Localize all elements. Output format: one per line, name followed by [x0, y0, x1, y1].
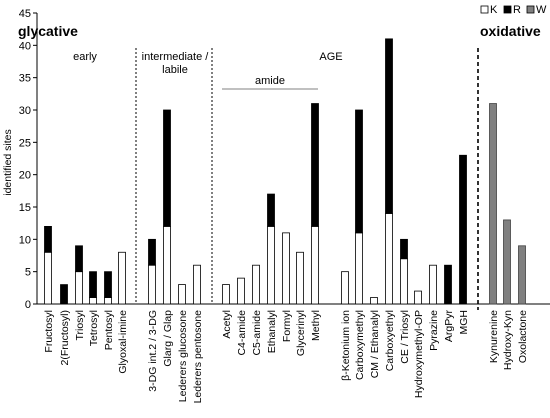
category-label: C4-amide: [236, 310, 248, 356]
category-label: Lederers pentosone: [192, 310, 204, 404]
intermediate-label-line2: labile: [162, 64, 188, 76]
bar-k: [104, 297, 112, 305]
category-label: Ethanalyl: [266, 310, 278, 353]
bar-k: [44, 251, 52, 305]
bar-k: [400, 258, 408, 305]
y-tick-label: 20: [19, 170, 31, 182]
oxidative-label: oxidative: [480, 23, 541, 39]
y-tick-label: 45: [19, 8, 31, 20]
bar-r: [444, 264, 452, 305]
bar-r: [311, 103, 319, 227]
category-label: β-Ketonium ion: [340, 310, 352, 381]
category-label: Glyoxal-imine: [117, 310, 129, 374]
category-label: CM / Ethanalyl: [369, 310, 381, 378]
category-label: Acetyl: [221, 310, 233, 339]
bar-k: [89, 297, 97, 305]
category-label: Kynurenine: [488, 310, 500, 363]
legend-swatch-k: [480, 5, 489, 14]
bar-k: [429, 264, 437, 305]
age-label: AGE: [319, 51, 342, 63]
y-axis-label: identified sites: [2, 129, 14, 196]
category-label: Oxolactone: [517, 310, 529, 363]
category-label: Formyl: [281, 310, 293, 342]
early-label: early: [73, 51, 97, 63]
bar-w: [518, 245, 526, 305]
legend-label-k: K: [490, 4, 498, 16]
bar-k: [282, 232, 290, 305]
category-label: Pentosyl: [103, 310, 115, 350]
category-label: Pyrazine: [428, 310, 440, 351]
bar-k: [267, 225, 275, 305]
bar-k: [385, 213, 393, 305]
bar-w: [489, 103, 497, 305]
bar-k: [341, 271, 349, 305]
bar-k: [222, 284, 230, 305]
intermediate-label-line1: intermediate /: [142, 51, 210, 63]
category-label: Hydroxymethyl-OP: [413, 310, 425, 398]
bar-r: [60, 284, 68, 305]
bars: [44, 38, 526, 305]
axes: 0 5 10 15 20 25 30 35 40 45 identified sites: [2, 8, 550, 311]
bar-r: [104, 271, 112, 298]
bar-k: [118, 251, 126, 305]
bar-k: [163, 225, 171, 305]
bar-r: [459, 154, 467, 305]
category-label: CE / Triosyl: [399, 310, 411, 364]
category-labels: Fructosyl 2(Fructosyl) Triosyl Tetrosyl Pent…: [43, 310, 529, 404]
y-tick-label: 25: [19, 137, 31, 149]
y-tick-label: 35: [19, 73, 31, 85]
category-label: MGH: [458, 310, 470, 335]
y-tick-label: 10: [19, 234, 31, 246]
category-label: Carboxyethyl: [384, 310, 396, 371]
legend-swatch-w: [526, 5, 535, 14]
bar-r: [267, 193, 275, 227]
glycative-label: glycative: [18, 23, 78, 39]
category-label: Glycerinyl: [295, 310, 307, 356]
bar-r: [163, 109, 171, 227]
legend-label-r: R: [513, 4, 521, 16]
category-label: 3-DG int.2 / 3-DG: [147, 310, 159, 392]
bar-r: [75, 245, 83, 273]
category-label: 2(Fructosyl): [59, 310, 71, 365]
bar-k: [355, 232, 363, 305]
bar-k: [193, 264, 201, 305]
legend-swatch-r: [503, 5, 512, 14]
y-tick-label: 5: [25, 267, 31, 279]
category-label: Tetrosyl: [88, 310, 100, 346]
legend-label-w: W: [536, 4, 547, 16]
category-label: Glarg / Glap: [162, 310, 174, 367]
amide-label: amide: [255, 75, 285, 87]
bar-k: [370, 297, 378, 305]
bar-k: [296, 251, 304, 305]
bar-k: [148, 264, 156, 305]
category-label: Lederers glucosone: [177, 310, 189, 402]
category-label: C5-amide: [251, 310, 263, 356]
bar-r: [148, 238, 156, 266]
bar-k: [414, 290, 422, 305]
category-label: Hydroxy-Kyn: [502, 310, 514, 370]
bar-k: [178, 284, 186, 305]
y-tick-label: 40: [19, 40, 31, 52]
bar-r: [400, 238, 408, 260]
y-tick-label: 0: [25, 299, 31, 311]
bar-k: [311, 225, 319, 305]
y-tick-label: 30: [19, 105, 31, 117]
bar-k: [237, 277, 245, 305]
y-tick-label: 15: [19, 202, 31, 214]
category-label: Triosyl: [74, 310, 86, 341]
bar-r: [89, 271, 97, 298]
category-label: Fructosyl: [43, 310, 55, 353]
bar-r: [44, 225, 52, 253]
bar-r: [355, 109, 363, 234]
category-label: ArgPyr: [443, 310, 455, 343]
bar-r: [385, 38, 393, 214]
bar-k: [252, 264, 260, 305]
category-label: Carboxymethyl: [354, 310, 366, 380]
bar-w: [503, 219, 511, 305]
category-label: Methyl: [310, 310, 322, 341]
bar-k: [75, 271, 83, 305]
group-annotations: glycative oxidative early intermediate /…: [18, 23, 541, 90]
